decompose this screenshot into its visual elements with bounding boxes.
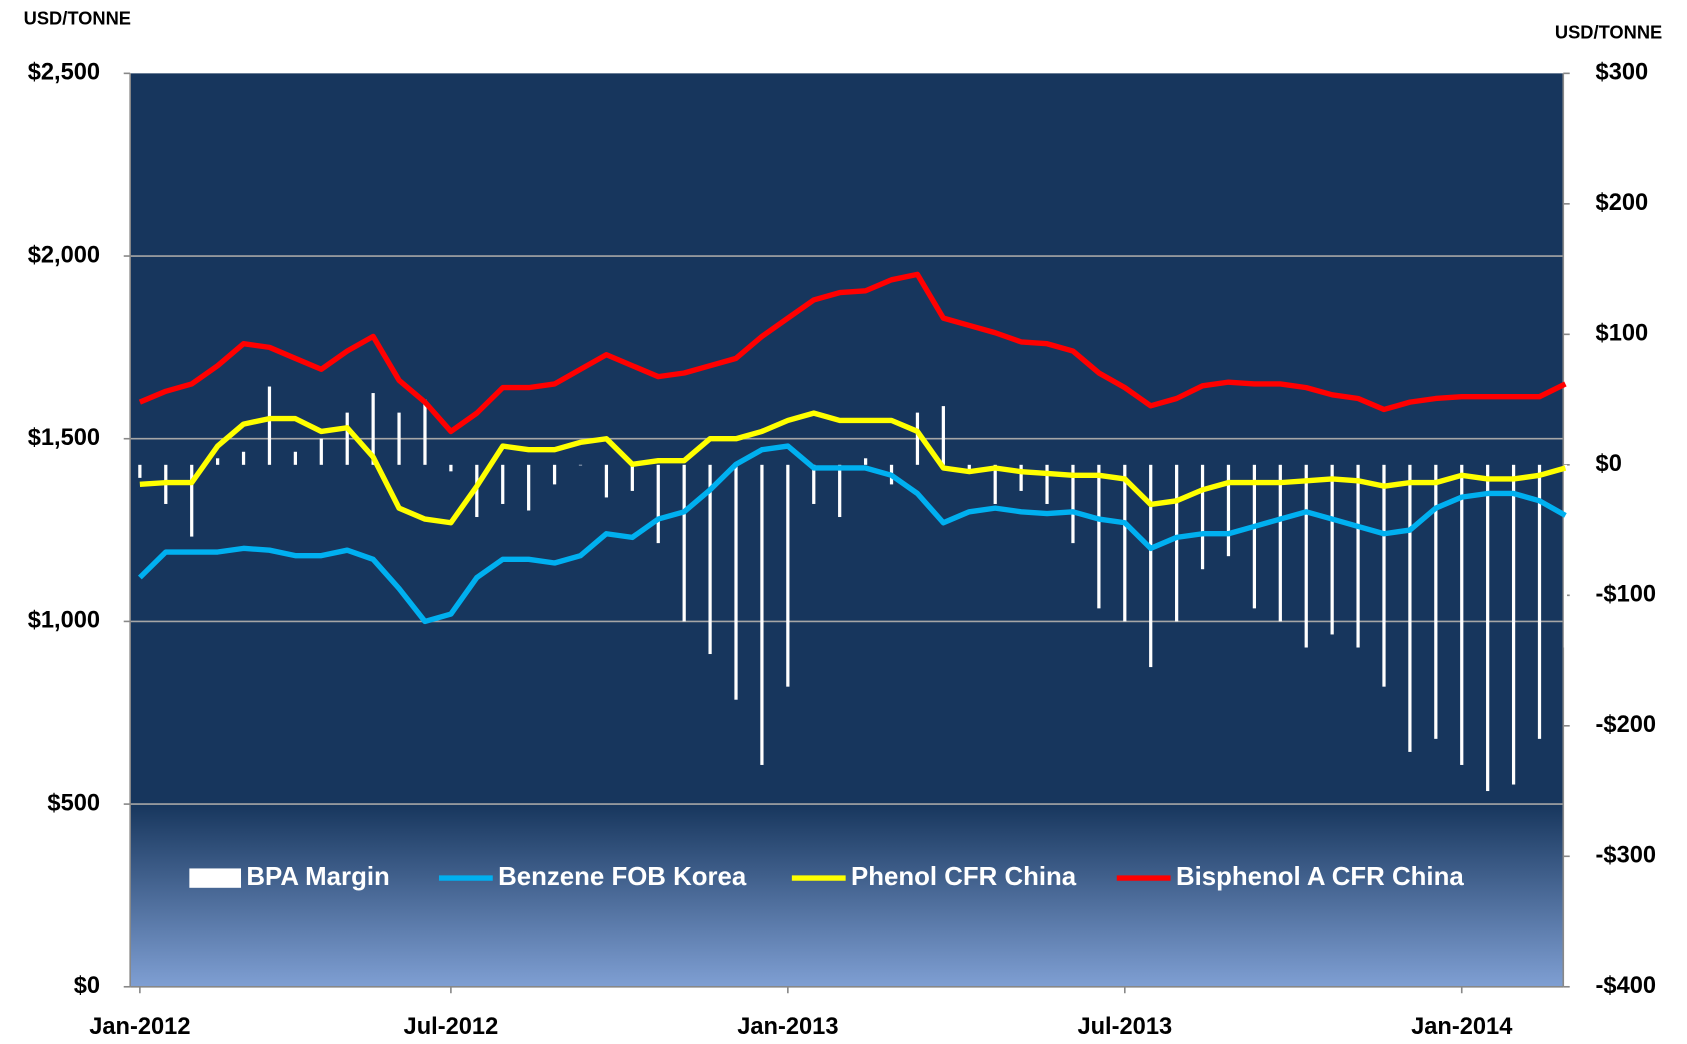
legend-label: Benzene FOB Korea	[498, 863, 747, 891]
bar	[1434, 464, 1438, 739]
bar	[1123, 464, 1127, 622]
bar	[1226, 464, 1231, 557]
bar	[656, 464, 660, 544]
bar	[527, 464, 531, 511]
y2-tick-label: -$100	[1596, 582, 1657, 608]
bar	[863, 458, 868, 465]
bar	[941, 406, 945, 465]
y-tick-label: $2,000	[28, 242, 100, 268]
bar	[449, 464, 453, 472]
line-series	[138, 271, 1567, 435]
bar	[734, 464, 738, 700]
y-tick-label: $2,500	[28, 60, 100, 86]
y2-tick-label: $0	[1596, 451, 1622, 477]
x-tick-label: Jan-2013	[737, 1014, 838, 1040]
bar	[1382, 464, 1386, 687]
x-tick-label: Jul-2013	[1077, 1014, 1172, 1040]
bar	[1175, 464, 1179, 622]
y2-tick-label: $200	[1596, 190, 1649, 216]
bar	[552, 464, 557, 485]
bar	[1511, 464, 1516, 785]
x-tick-label: Jul-2012	[404, 1014, 499, 1040]
bar	[345, 412, 349, 465]
legend-label: BPA Margin	[246, 863, 389, 891]
bar	[786, 464, 790, 687]
x-tick-label: Jan-2014	[1411, 1014, 1513, 1040]
bar	[1071, 464, 1075, 544]
bar	[1537, 464, 1542, 739]
bar	[1304, 464, 1308, 648]
bar	[241, 451, 246, 465]
bar	[1045, 464, 1049, 504]
y2-tick-label: $300	[1596, 60, 1649, 86]
bar	[1408, 464, 1412, 752]
bar	[138, 464, 142, 478]
y-tick-label: $1,500	[28, 425, 100, 451]
bar	[190, 464, 194, 537]
bar	[967, 464, 971, 472]
y2-tick-label: $100	[1596, 321, 1649, 347]
bar	[1097, 464, 1101, 609]
bar	[216, 458, 220, 465]
bar	[293, 451, 297, 465]
bar	[1149, 464, 1153, 668]
bar	[501, 464, 505, 504]
bar	[1330, 464, 1334, 635]
bar	[1460, 464, 1464, 765]
bar	[578, 464, 583, 466]
bar	[993, 464, 997, 504]
bar	[319, 438, 323, 465]
bar	[1200, 464, 1205, 570]
y2-tick-label: -$200	[1596, 712, 1657, 738]
legend-label: Bisphenol A CFR China	[1176, 863, 1464, 891]
bar	[475, 464, 479, 518]
bar	[1019, 464, 1023, 491]
bar	[812, 464, 816, 504]
y2-tick-label: -$400	[1596, 973, 1657, 999]
bar	[371, 393, 375, 465]
bar	[1252, 464, 1257, 609]
bar	[1486, 464, 1490, 792]
bar	[267, 386, 272, 465]
y-tick-label: $1,000	[28, 608, 100, 634]
y-tick-label: $0	[74, 973, 100, 999]
bar	[915, 412, 920, 465]
plot-background	[130, 73, 1564, 987]
bar	[1356, 464, 1360, 648]
legend-label: Phenol CFR China	[851, 863, 1077, 891]
line-series	[137, 443, 1567, 625]
bar	[708, 464, 712, 655]
bar	[1278, 464, 1282, 622]
y-axis-title: USD/TONNE	[24, 7, 131, 28]
bar	[760, 464, 764, 765]
y2-axis-title: USD/TONNE	[1555, 21, 1662, 42]
bar	[423, 399, 427, 465]
bar	[1563, 464, 1568, 648]
bar	[682, 464, 686, 622]
y-tick-label: $500	[47, 790, 100, 816]
bar	[397, 412, 401, 465]
bar	[630, 464, 634, 491]
line-series	[139, 410, 1567, 526]
y2-tick-label: -$300	[1596, 843, 1657, 869]
x-tick-label: Jan-2012	[89, 1014, 190, 1040]
legend-swatch	[189, 868, 241, 888]
bar	[604, 464, 609, 498]
bar	[838, 464, 842, 518]
